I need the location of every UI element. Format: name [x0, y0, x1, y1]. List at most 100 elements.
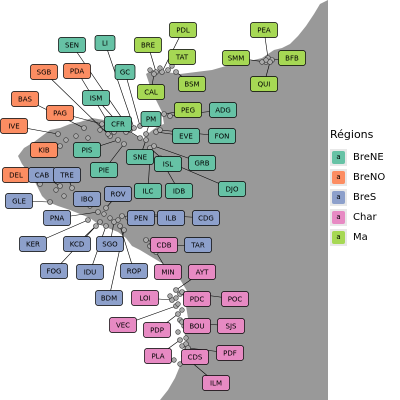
site-label-box [165, 183, 193, 199]
site-label: PEG [174, 102, 202, 118]
site-label-text: BRE [141, 42, 155, 50]
site-label-box [174, 102, 202, 118]
site-label: PM [140, 111, 162, 127]
site-label-box [5, 193, 33, 209]
site-label: ISM [82, 90, 110, 106]
site-label-box [63, 63, 91, 79]
site-label: PEN [127, 210, 155, 226]
site-label-text: POC [228, 296, 243, 304]
site-point [171, 357, 177, 363]
site-label-text: BOU [189, 323, 204, 331]
site-label: GLE [5, 193, 33, 209]
site-label-text: ILC [143, 188, 154, 196]
site-label-box [0, 118, 28, 134]
site-label-box [73, 191, 101, 207]
legend-swatch: a [332, 210, 345, 224]
site-label: TAT [168, 49, 196, 65]
site-point [97, 127, 103, 133]
site-label: IDB [165, 183, 193, 199]
site-label-text: TAR [190, 242, 205, 250]
site-label: PLA [144, 348, 172, 364]
legend-key: a [330, 208, 347, 226]
site-label: TAR [184, 237, 212, 253]
site-label-text: IDU [84, 269, 97, 277]
site-label: POC [221, 291, 249, 307]
legend-item-bres: a BreS [330, 187, 400, 207]
legend-key: a [330, 168, 347, 186]
site-point [85, 135, 91, 141]
site-label: ROV [104, 186, 132, 202]
site-label-box [30, 142, 58, 158]
site-label: CAB [28, 167, 56, 183]
site-label-text: AYT [196, 269, 210, 277]
site-label-box [46, 105, 74, 121]
site-label-box [40, 263, 68, 279]
site-label-text: ADG [215, 107, 231, 115]
site-label-text: PNA [50, 215, 64, 223]
site-label-text: CAL [144, 89, 158, 97]
site-label: ISL [154, 156, 182, 172]
site-label: CAL [137, 84, 165, 100]
site-label: VEC [109, 317, 137, 333]
site-label-box [192, 210, 220, 226]
site-label: DEL [2, 167, 30, 183]
site-label-text: KER [26, 241, 40, 249]
site-label-box [169, 22, 197, 38]
site-point [259, 59, 265, 65]
site-label-text: PM [146, 116, 156, 124]
site-label-text: DEL [9, 172, 23, 180]
legend-key: a [330, 148, 347, 166]
site-label-box [172, 128, 200, 144]
site-label-text: ILB [166, 215, 177, 223]
site-point [161, 111, 167, 117]
site-label-text: PDC [190, 296, 205, 304]
site-label-box [137, 84, 165, 100]
site-label-box [63, 236, 91, 252]
site-label-text: PDF [223, 350, 237, 358]
site-label-text: PLA [151, 353, 164, 361]
site-label-text: TRE [59, 172, 74, 180]
site-label-box [218, 181, 246, 197]
site-label-text: QUI [258, 81, 271, 89]
site-point [263, 57, 269, 63]
site-label: PNA [43, 210, 71, 226]
site-point [101, 211, 107, 217]
site-label: SMM [222, 50, 250, 66]
site-label-text: PIS [82, 147, 93, 155]
site-label-box [30, 64, 58, 80]
site-label-box [209, 102, 237, 118]
site-point [117, 223, 123, 229]
site-label: BAS [11, 91, 39, 107]
site-point [57, 143, 63, 149]
site-point [183, 335, 189, 341]
site-label-text: IVE [8, 123, 19, 131]
site-label-box [134, 37, 162, 53]
site-label-text: PDA [70, 68, 84, 76]
site-label-text: PAG [53, 110, 67, 118]
site-label: IDU [76, 264, 104, 280]
site-label: SGO [96, 236, 124, 252]
site-label-text: KCD [70, 241, 85, 249]
site-label-box [250, 76, 278, 92]
site-point [175, 329, 181, 335]
site-label-box [217, 318, 245, 334]
site-point [119, 213, 125, 219]
site-point [115, 137, 121, 143]
leader-line [104, 42, 135, 129]
site-label: KIB [30, 142, 58, 158]
site-point [175, 311, 181, 317]
mainland [18, 0, 328, 400]
site-label-text: KIB [38, 147, 50, 155]
site-point [53, 187, 59, 193]
legend-label: Ma [353, 231, 368, 243]
site-point [157, 65, 163, 71]
site-label-box [19, 236, 47, 252]
site-label-box [104, 186, 132, 202]
site-label: PIE [90, 162, 118, 178]
site-label-text: PEN [134, 215, 148, 223]
site-point [95, 209, 101, 215]
site-label-text: BFB [285, 55, 299, 63]
site-label: BFB [278, 50, 306, 66]
legend-label: BreNO [353, 171, 386, 183]
site-label: CFR [104, 116, 132, 132]
